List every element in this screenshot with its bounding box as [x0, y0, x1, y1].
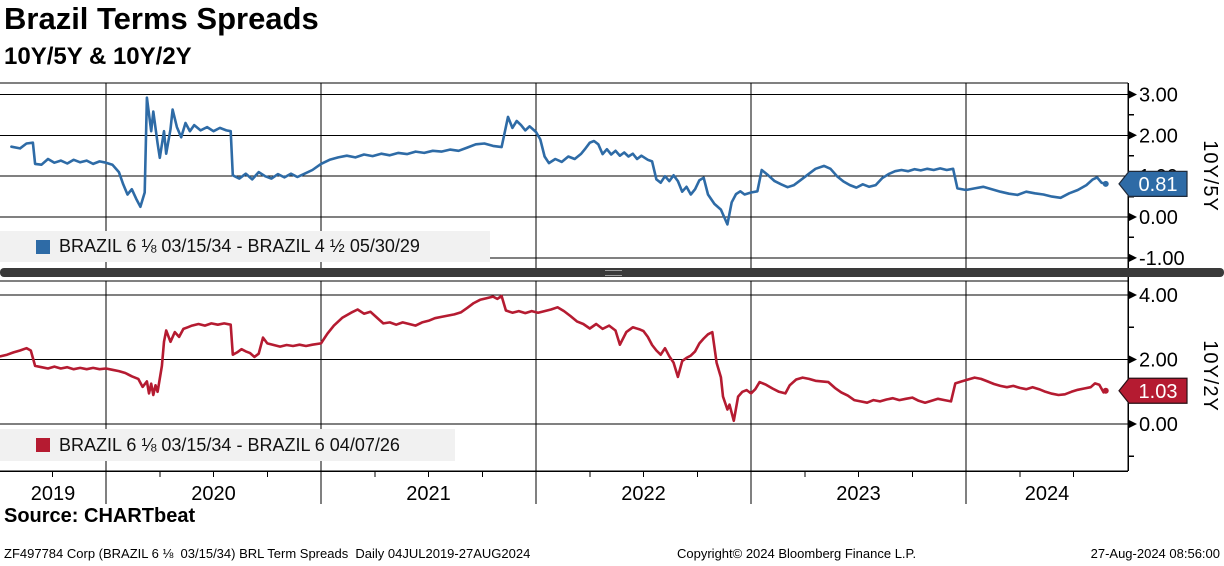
last-value-text: 1.03: [1139, 381, 1178, 403]
page-subtitle: 10Y/5Y & 10Y/2Y: [4, 43, 192, 70]
footer-chart-description: ZF497784 Corp (BRAZIL 6 ⅛ 03/15/34) BRL …: [4, 546, 531, 561]
source-label: Source: CHARTbeat: [4, 505, 196, 527]
y-tick-label: 2.00: [1139, 350, 1178, 372]
last-point-marker: [1102, 387, 1109, 394]
year-label: 2022: [621, 483, 666, 505]
legend-label-10y5y: BRAZIL 6 ⅛ 03/15/34 - BRAZIL 4 ½ 05/30/2…: [59, 236, 420, 256]
footer-copyright: Copyright© 2024 Bloomberg Finance L.P.: [677, 546, 917, 561]
year-label: 2024: [1025, 483, 1070, 505]
legend-swatch-10y5y: [36, 239, 50, 254]
series-line-10y5y[interactable]: [10, 96, 1108, 226]
tick-arrow-icon: [1128, 419, 1137, 429]
tick-arrow-icon: [1128, 253, 1137, 263]
page-title: Brazil Terms Spreads: [4, 1, 319, 36]
y-tick-label: 0.00: [1139, 207, 1178, 229]
y-tick-label: 4.00: [1139, 285, 1178, 307]
legend-10y2y[interactable]: BRAZIL 6 ⅛ 03/15/34 - BRAZIL 6 04/07/26: [0, 429, 455, 461]
footer-timestamp: 27-Aug-2024 08:56:00: [1090, 546, 1220, 561]
tick-arrow-icon: [1128, 212, 1137, 222]
tick-arrow-icon: [1128, 355, 1137, 364]
y-tick-label: 3.00: [1139, 84, 1178, 106]
year-label: 2020: [191, 483, 236, 505]
axis-title-10y5y: 10Y/5Y: [1199, 140, 1221, 212]
panel-divider[interactable]: [0, 268, 1224, 277]
axis-title-10y2y: 10Y/2Y: [1199, 340, 1221, 412]
tick-arrow-icon: [1128, 89, 1137, 99]
last-value-text: 0.81: [1139, 174, 1178, 196]
legend-swatch-10y2y: [36, 438, 50, 452]
tick-arrow-icon: [1128, 130, 1137, 140]
divider-grip-icon: [605, 270, 622, 276]
legend-label-10y2y: BRAZIL 6 ⅛ 03/15/34 - BRAZIL 6 04/07/26: [59, 434, 400, 455]
last-value-badge-10y2y: [1118, 377, 1188, 404]
year-label: 2021: [406, 483, 451, 505]
y-tick-label: 2.00: [1139, 125, 1178, 147]
tick-arrow-icon: [1128, 290, 1137, 300]
year-label: 2019: [31, 483, 76, 505]
last-value-badge-10y5y: [1118, 170, 1188, 198]
legend-10y5y[interactable]: BRAZIL 6 ⅛ 03/15/34 - BRAZIL 4 ½ 05/30/2…: [0, 231, 490, 262]
series-line-10y2y[interactable]: [0, 294, 1108, 423]
y-tick-label: 0.00: [1139, 414, 1178, 436]
last-point-marker: [1102, 180, 1109, 187]
y-tick-label: -1.00: [1139, 248, 1185, 270]
year-label: 2023: [836, 483, 881, 505]
